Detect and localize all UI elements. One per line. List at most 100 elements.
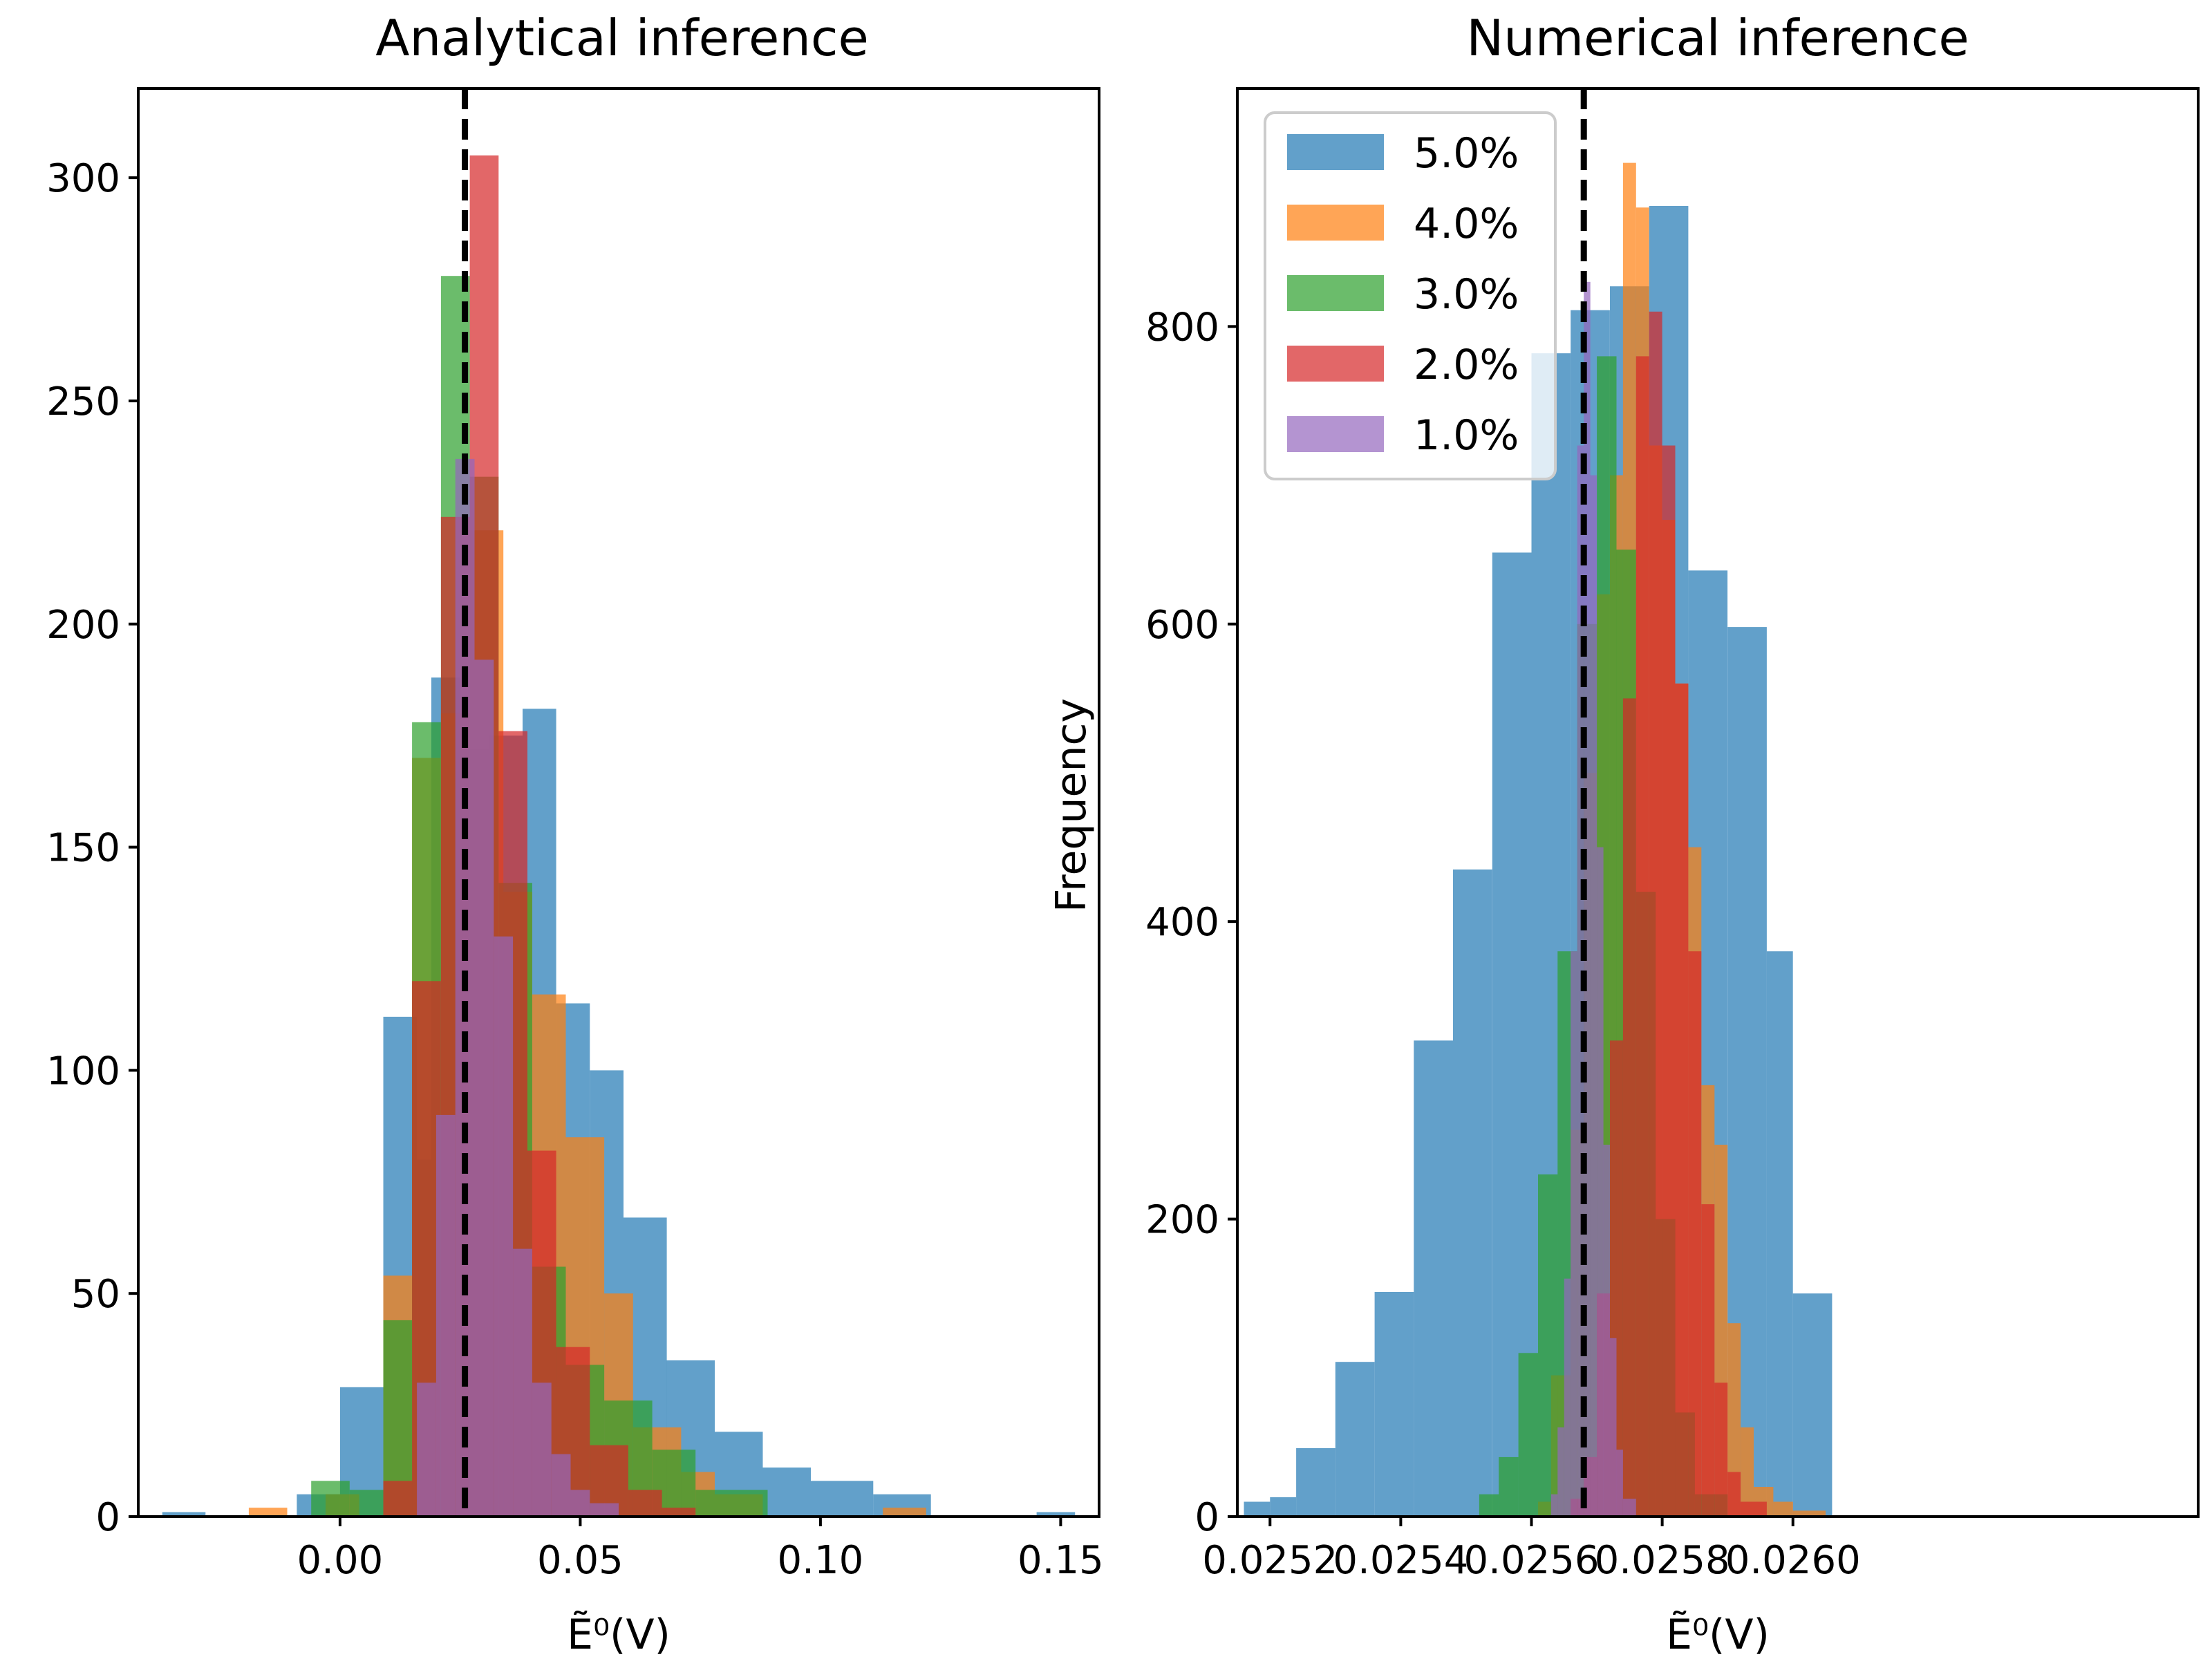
- legend-label: 2.0%: [1414, 341, 1519, 389]
- numerical-bar: [1792, 1510, 1826, 1517]
- legend-swatch: [1287, 416, 1384, 452]
- analytical-bar: [551, 1454, 571, 1517]
- numerical-bar: [1701, 1204, 1715, 1517]
- legend-label: 1.0%: [1414, 411, 1519, 460]
- numerical-bar: [1584, 281, 1591, 1517]
- analytical-bar: [494, 936, 514, 1517]
- legend-box: [1264, 111, 1557, 480]
- analytical-xtick-label: 0.15: [1018, 1538, 1104, 1583]
- numerical-xtick-label: 0.0256: [1464, 1538, 1600, 1583]
- numerical-y-axis: 0 200 400 600 800: [1145, 305, 1237, 1540]
- numerical-plot-frame: [1236, 87, 2200, 1518]
- numerical-bar: [1564, 1278, 1571, 1517]
- numerical-bar: [1662, 445, 1676, 1517]
- numerical-bar: [1610, 1338, 1617, 1517]
- numerical-bar: [1597, 847, 1604, 1517]
- analytical-bar: [811, 1481, 874, 1517]
- numerical-bar: [1479, 1494, 1499, 1517]
- analytical-y-axis: 0 50 100 150 200 250 300: [46, 156, 138, 1540]
- numerical-bar: [1741, 1501, 1767, 1517]
- legend-label: 5.0%: [1414, 129, 1519, 178]
- analytical-ytick-label: 0: [95, 1495, 120, 1540]
- analytical-bar: [474, 659, 494, 1517]
- numerical-bar: [1773, 1501, 1793, 1517]
- numerical-y-axis-label: Frequency: [1047, 698, 1096, 912]
- numerical-inference-panel: Numerical inference 0 200 400 600 800 0.0252…: [1047, 9, 2200, 1659]
- numerical-bar: [1590, 475, 1597, 1517]
- analytical-ytick-label: 250: [46, 379, 120, 424]
- numerical-xtick-label: 0.0258: [1595, 1538, 1730, 1583]
- numerical-bar: [1766, 951, 1793, 1517]
- numerical-bar: [1550, 1494, 1558, 1517]
- numerical-bar: [1374, 1292, 1414, 1517]
- numerical-bar: [1649, 311, 1662, 1517]
- numerical-bar: [1616, 1450, 1623, 1517]
- analytical-xtick-label: 0.00: [297, 1538, 384, 1583]
- numerical-bar: [1335, 1362, 1375, 1517]
- numerical-bar: [1727, 1323, 1741, 1517]
- numerical-ytick-label: 400: [1145, 900, 1219, 945]
- numerical-bar: [1714, 1382, 1728, 1517]
- analytical-bar: [417, 1382, 436, 1517]
- analytical-bar: [162, 1512, 206, 1517]
- analytical-bar: [762, 1468, 811, 1517]
- legend-label: 4.0%: [1414, 200, 1519, 248]
- legend: 5.0% 4.0% 3.0% 2.0% 1.0%: [1264, 111, 1557, 480]
- numerical-bar: [1622, 1499, 1636, 1517]
- analytical-bar: [590, 1503, 619, 1517]
- analytical-bar: [570, 1490, 590, 1517]
- numerical-bar: [1270, 1497, 1297, 1517]
- analytical-ytick-label: 200: [46, 603, 120, 648]
- analytical-x-axis: 0.00 0.05 0.10 0.15: [297, 1517, 1104, 1583]
- analytical-xtick-label: 0.05: [537, 1538, 624, 1583]
- numerical-bar: [1538, 1174, 1558, 1517]
- analytical-chart-title: Analytical inference: [375, 9, 869, 67]
- analytical-bar: [248, 1508, 288, 1517]
- analytical-bar: [628, 1490, 662, 1517]
- numerical-bar: [1499, 1456, 1519, 1517]
- numerical-bar: [1557, 1427, 1564, 1517]
- analytical-bar: [311, 1481, 350, 1517]
- numerical-xtick-label: 0.0260: [1725, 1538, 1861, 1583]
- numerical-bar: [1603, 1145, 1610, 1517]
- numerical-chart-title: Numerical inference: [1466, 9, 1969, 67]
- analytical-bar: [532, 1382, 552, 1517]
- numerical-bar: [1571, 951, 1577, 1517]
- numerical-xtick-label: 0.0252: [1202, 1538, 1338, 1583]
- numerical-bar: [1244, 1501, 1271, 1517]
- numerical-bar: [1792, 1293, 1833, 1517]
- analytical-ytick-label: 50: [71, 1272, 120, 1317]
- numerical-bars: [1244, 162, 1833, 1517]
- legend-swatch: [1287, 275, 1384, 311]
- legend-swatch: [1287, 346, 1384, 382]
- numerical-x-axis-label: Ẽ⁰(V): [1666, 1610, 1770, 1659]
- analytical-bar: [383, 1481, 413, 1517]
- analytical-series-1.0%: [417, 458, 619, 1517]
- analytical-x-axis-label: Ẽ⁰(V): [567, 1610, 671, 1659]
- analytical-ytick-label: 300: [46, 156, 120, 201]
- analytical-inference-panel: Analytical inference 050100150200250300 …: [46, 9, 1104, 1659]
- numerical-ytick-label: 800: [1145, 305, 1219, 350]
- analytical-bars: [162, 155, 1076, 1517]
- numerical-bar: [1296, 1448, 1335, 1517]
- numerical-bar: [1518, 1353, 1538, 1517]
- numerical-bar: [1688, 951, 1702, 1517]
- analytical-bar: [662, 1508, 696, 1517]
- analytical-xtick-label: 0.10: [778, 1538, 864, 1583]
- analytical-bar: [349, 1490, 384, 1517]
- analytical-ytick-label: 100: [46, 1049, 120, 1094]
- legend-label: 3.0%: [1414, 270, 1519, 319]
- analytical-bar: [883, 1508, 926, 1517]
- analytical-ytick-label: 150: [46, 826, 120, 871]
- numerical-bar: [1453, 869, 1492, 1517]
- analytical-bar: [1036, 1512, 1076, 1517]
- numerical-bar: [1741, 1427, 1754, 1517]
- numerical-bar: [1622, 698, 1636, 1517]
- numerical-bar: [1675, 683, 1689, 1517]
- numerical-bar: [1727, 1472, 1741, 1517]
- numerical-ytick-label: 600: [1145, 603, 1219, 648]
- numerical-series-5.0%: [1244, 206, 1833, 1517]
- numerical-series-1.0%: [1550, 281, 1636, 1517]
